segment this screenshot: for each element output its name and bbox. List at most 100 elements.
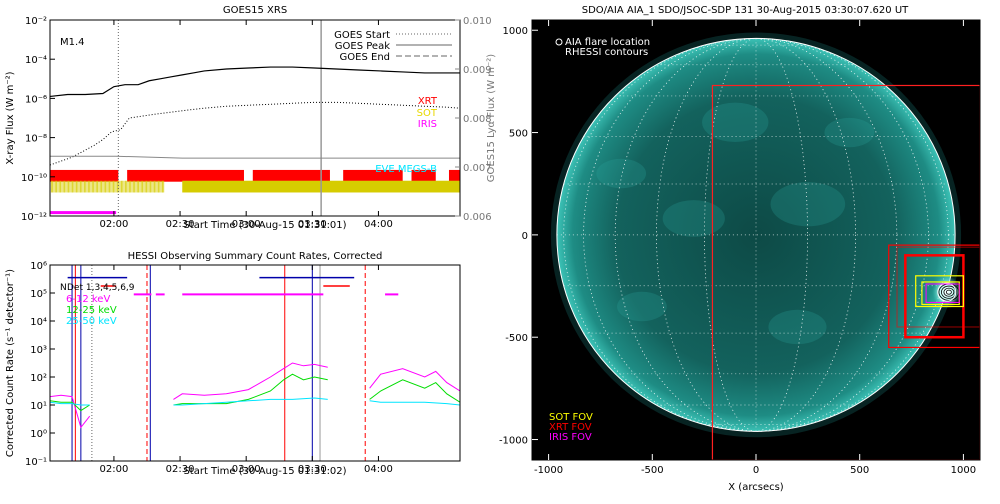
xrt-fov-box-0 xyxy=(711,84,980,460)
hessi-series-25-50 xyxy=(173,397,328,406)
flare-brightening xyxy=(932,275,962,309)
grid-longitude-ellipse xyxy=(583,38,929,432)
goes-xtick-label: 02:00 xyxy=(100,219,129,230)
sdo-image xyxy=(550,32,980,460)
hessi-frame xyxy=(49,264,461,462)
goes-series-long xyxy=(50,66,460,98)
sdo-xtick-label: 500 xyxy=(850,465,869,476)
sdo-xtick-label: -500 xyxy=(641,465,664,476)
sdo-xtick-label: -1000 xyxy=(534,465,563,476)
xrt-bar-3 xyxy=(343,169,403,182)
hessi-xtick-label: 04:00 xyxy=(364,464,393,475)
goes-ytick-label: 10⁻⁸ xyxy=(25,134,47,145)
hessi-axes: 02:00 02:30 03:00 03:30 04:00 10⁶ 10⁵ 10⁴ 10³ 10²… xyxy=(25,261,393,475)
sot-fov-box-0 xyxy=(915,275,965,308)
iris-fov-box-0 xyxy=(925,283,960,303)
sdo-title: SDO/AIA AIA_1 SDO/JSOC-SDP 131 30-Aug-20… xyxy=(582,5,909,16)
rhessi-contour xyxy=(946,289,952,295)
goes-ytick-right-label: 0.006 xyxy=(463,212,492,223)
xrt-bar-4 xyxy=(411,169,436,182)
sun-active-patch xyxy=(662,200,725,237)
sdo-fov-label: IRIS FOV xyxy=(549,432,592,443)
hessi-title: HESSI Observing Summary Count Rates, Cor… xyxy=(128,251,383,262)
sdo-xtick-label: 1000 xyxy=(951,465,976,476)
sun-active-patch xyxy=(596,158,647,189)
hessi-panel: HESSI Observing Summary Count Rates, Cor… xyxy=(5,251,461,477)
hessi-detectors-label: Det 1,3,4,5,6,9 xyxy=(67,283,135,293)
hessi-xlabel: Start Time (30-Aug-15 01:31:02) xyxy=(183,466,346,477)
goes-ytick-right-label: 0.008 xyxy=(463,114,492,125)
hessi-series-6-12 xyxy=(173,362,328,400)
hessi-series-25-50 xyxy=(50,401,90,406)
goes-plot-area xyxy=(50,20,460,216)
goes-ytick-right-label: 0.007 xyxy=(463,163,492,174)
goes-xrs-panel: GOES15 XRS 02:00 02:30 03:00 03:30 04:00 10⁻²… xyxy=(5,5,497,231)
goes-ytick-label: 10⁻⁴ xyxy=(25,55,47,66)
grid-longitude-ellipse xyxy=(704,38,808,432)
hessi-ytick-label: 10⁻¹ xyxy=(25,457,47,468)
goes-ylabel-right: GOES15 Lyα Flux (W m⁻²) xyxy=(486,54,497,182)
goes-xtick-label: 03:30 xyxy=(298,219,327,230)
rhessi-contour xyxy=(941,285,957,299)
hessi-series-12-25 xyxy=(50,400,90,412)
goes-legend-label: GOES Peak xyxy=(335,41,390,52)
sun-active-patch xyxy=(770,182,846,227)
sun-active-patch xyxy=(768,309,827,345)
hessi-series-12-25 xyxy=(369,379,460,403)
hessi-xtick-label: 03:30 xyxy=(298,464,327,475)
xrt-fov-box-3 xyxy=(896,246,980,328)
goes-ytick-label: 10⁻⁶ xyxy=(25,94,47,105)
rhessi-contour xyxy=(943,287,955,297)
hessi-plot-area xyxy=(50,265,460,461)
hessi-series-25-50 xyxy=(369,400,460,406)
hessi-legend-label: 25-50 keV xyxy=(66,316,117,327)
xrt-bar-2 xyxy=(252,169,330,182)
xrt-bar-5 xyxy=(448,169,460,182)
legend-flare-location-icon xyxy=(555,38,563,46)
hessi-series-6-12 xyxy=(369,368,460,392)
hessi-legend-label: 6-12 keV xyxy=(66,294,110,305)
xrt-bar-1 xyxy=(127,169,244,182)
sun-active-patch xyxy=(702,102,769,142)
grid-longitude-ellipse xyxy=(563,38,949,432)
sdo-axes: -1000 -500 0 500 1000 1000 500 0 -500 -1000 xyxy=(499,20,976,476)
hessi-ytick-label: 10² xyxy=(30,373,47,384)
hessi-xtick-label: 02:00 xyxy=(100,464,129,475)
hessi-series-6-12 xyxy=(50,394,91,429)
hessi-legend-label: 12-25 keV xyxy=(66,305,117,316)
aia-flare-location-marker xyxy=(937,282,957,302)
hessi-ytick-label: 10⁴ xyxy=(30,317,47,328)
sdo-xtick-label: 0 xyxy=(753,465,759,476)
sun-active-patch xyxy=(617,291,667,322)
instrument-label: XRT xyxy=(418,96,438,107)
goes-xtick-label: 02:30 xyxy=(166,219,195,230)
sdo-ytick-label: -500 xyxy=(505,333,528,344)
hessi-xtick-label: 02:30 xyxy=(166,464,195,475)
instrument-label: EVE MEGS-B xyxy=(375,164,437,175)
sdo-fov-label: SOT FOV xyxy=(549,412,593,423)
goes-ytick-right-label: 0.010 xyxy=(463,16,492,27)
sdo-xlabel: X (arcsecs) xyxy=(728,482,784,493)
goes-ytick-label: 10⁻¹² xyxy=(21,212,47,223)
grid-longitude-ellipse xyxy=(656,38,856,432)
goes-ytick-label: 10⁻² xyxy=(25,16,47,27)
sdo-ytick-label: -1000 xyxy=(499,436,528,447)
sun-active-patch xyxy=(824,117,875,148)
solar-limb xyxy=(556,37,956,432)
goes-xlabel: Start Time (30-Aug-15 01:31:01) xyxy=(183,220,346,231)
grid-longitude-ellipse xyxy=(614,38,898,432)
sdo-ytick-label: 0 xyxy=(522,231,528,242)
instrument-label: SOT xyxy=(417,108,438,119)
goes-flare-class: M1.4 xyxy=(60,37,85,48)
goes-xtick-label: 03:00 xyxy=(232,219,261,230)
hessi-detectors-prefix: N xyxy=(60,283,67,293)
sdo-legend-rhessi: RHESSI contours xyxy=(565,47,648,58)
sdo-aia-panel: SDO/AIA AIA_1 SDO/JSOC-SDP 131 30-Aug-20… xyxy=(499,5,981,493)
goes-ytick-label: 10⁻¹⁰ xyxy=(21,173,47,184)
hessi-ytick-label: 10³ xyxy=(30,345,47,356)
goes-series-short xyxy=(50,101,460,166)
